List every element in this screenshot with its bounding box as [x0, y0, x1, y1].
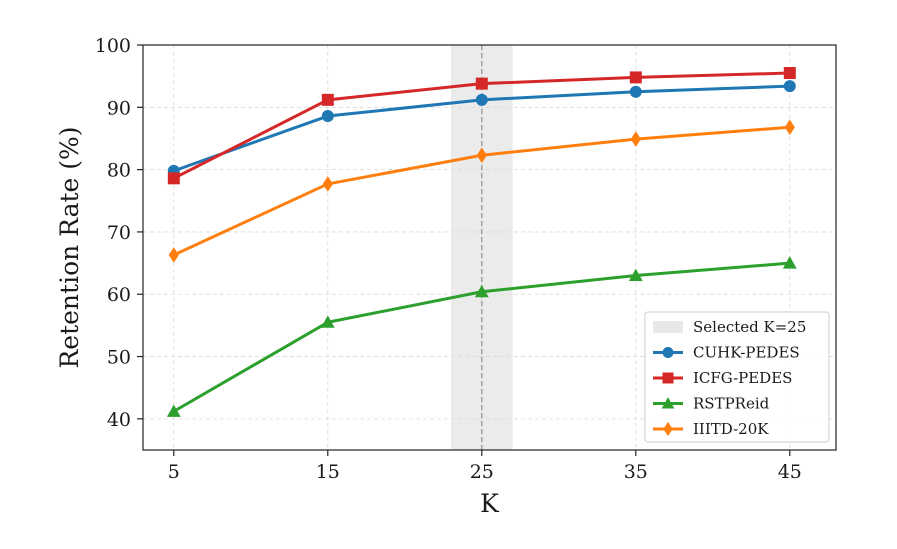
legend-box [644, 311, 830, 443]
x-tick-label: 25 [470, 461, 494, 483]
x-tick-label: 45 [778, 461, 802, 483]
series-icfg-pedes [167, 67, 796, 185]
data-point [475, 77, 488, 90]
series-layer [166, 67, 797, 417]
legend-label: IIITD-20K [693, 420, 769, 438]
y-tick-label: 100 [95, 35, 131, 57]
data-point [629, 85, 642, 98]
x-tick-label: 15 [316, 461, 340, 483]
y-tick-label: 70 [107, 222, 131, 244]
data-point [321, 110, 334, 123]
data-point [782, 256, 797, 269]
x-axis: 5 15 25 35 45 [168, 450, 802, 483]
y-axis: 40 50 60 70 80 90 100 [95, 35, 143, 431]
y-tick-label: 90 [107, 97, 131, 119]
y-axis-title: Retention Rate (%) [55, 126, 84, 368]
series-rstpreid [166, 256, 797, 417]
legend-label: CUHK-PEDES [693, 344, 800, 362]
legend-label: RSTPReid [693, 395, 770, 413]
legend-label: ICFG-PEDES [693, 369, 792, 387]
data-point [168, 247, 179, 263]
y-tick-label: 40 [107, 409, 131, 431]
data-point [630, 131, 641, 147]
data-point [474, 284, 489, 298]
data-point [783, 80, 796, 93]
data-point [321, 93, 334, 106]
legend-marker [661, 397, 675, 409]
data-point [167, 172, 180, 185]
data-point [322, 176, 333, 192]
legend-marker [663, 421, 673, 437]
plot-frame [142, 44, 837, 451]
data-point [166, 404, 181, 417]
data-point [475, 93, 488, 106]
data-point [628, 268, 643, 282]
legend-marker [662, 347, 674, 358]
data-point [320, 315, 335, 328]
x-tick-label: 5 [168, 461, 180, 483]
y-tick-label: 60 [107, 284, 131, 306]
legend-marker [662, 372, 674, 384]
data-point [629, 71, 642, 84]
x-tick-label: 35 [624, 461, 648, 483]
legend-swatch-highlight [653, 321, 683, 333]
data-point [784, 119, 795, 136]
series-iiitd-20k [168, 119, 795, 263]
data-point [476, 147, 487, 164]
legend-label-highlight: Selected K=25 [693, 318, 806, 336]
y-tick-label: 50 [107, 347, 131, 369]
y-tick-label: 80 [107, 160, 131, 182]
legend: Selected K=25 CUHK-PEDES ICFG-PEDES RSTPRei… [644, 311, 830, 443]
x-axis-title: K [480, 489, 500, 518]
data-point [783, 67, 796, 80]
series-cuhk-pedes [167, 80, 796, 177]
